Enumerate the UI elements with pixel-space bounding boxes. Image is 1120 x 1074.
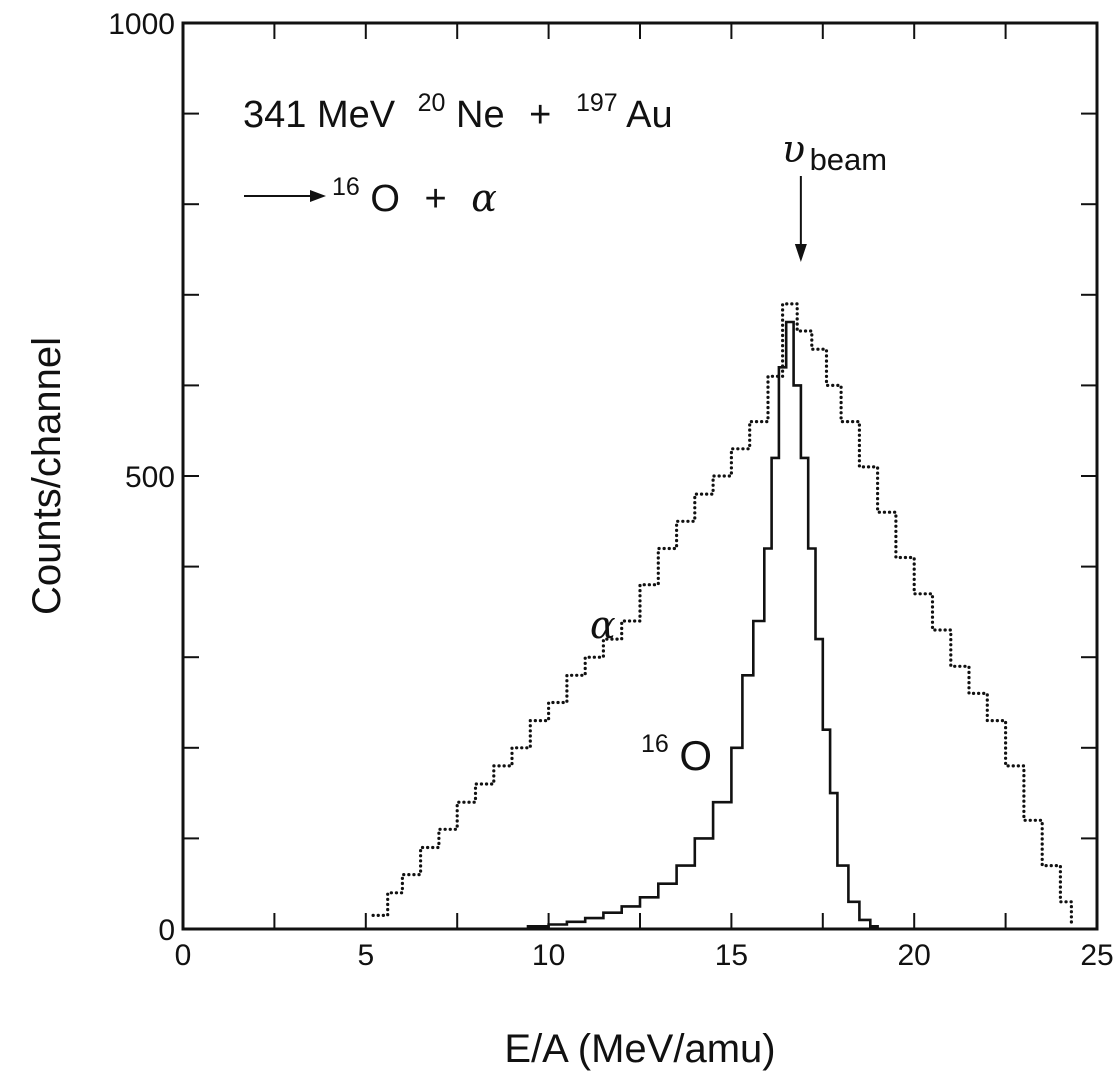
x-tick-label: 10 [532,939,565,972]
x-tick-label: 20 [898,939,931,972]
x-axis-title: E/A (MeV/amu) [504,1027,775,1071]
x-tick-label: 0 [175,939,192,972]
beam-velocity-label: υ beam [782,127,887,177]
x-tick-label: 5 [357,939,374,972]
x-tick-label: 15 [715,939,748,972]
y-tick-label: 500 [125,461,175,494]
o16-series-line [526,320,879,929]
o16-series-mass: 16 [641,730,669,758]
y-tick-label: 0 [158,914,175,947]
x-tick-label: 25 [1080,939,1113,972]
y-tick-label: 1000 [108,8,175,41]
axis-ticks [182,22,1098,930]
plot-frame [181,21,1099,931]
beam-velocity-arrow [794,176,807,262]
reaction-products: 16 O + α [332,162,497,220]
alpha-series-line [371,302,1073,927]
series-layer [371,302,1073,929]
projectile-symbol: Ne [456,94,505,136]
projectile-mass: 20 [418,89,446,117]
alpha-series-label: α [590,603,616,647]
beam-velocity-subscript: beam [810,142,888,177]
fragment-mass: 16 [332,173,360,201]
y-axis-title: Counts/channel [25,337,69,615]
products-plus: + [425,178,447,220]
target-symbol: Au [626,94,672,136]
tick-labels: 0 5 10 15 20 25 0 500 1000 [108,8,1113,972]
reaction-arrow [244,190,326,202]
reaction-title: 341 MeV 20 Ne + 197 Au [243,78,673,136]
reaction-energy: 341 MeV [243,94,396,136]
products-alpha: α [471,176,497,220]
target-mass: 197 [576,89,618,117]
o16-series-symbol: O [679,732,712,779]
beam-velocity-symbol: υ [782,127,805,171]
reaction-plus: + [529,94,551,136]
o16-series-label: 16 O [641,719,712,779]
fragment-symbol: O [370,178,400,220]
beam-arrow-head [794,244,807,262]
